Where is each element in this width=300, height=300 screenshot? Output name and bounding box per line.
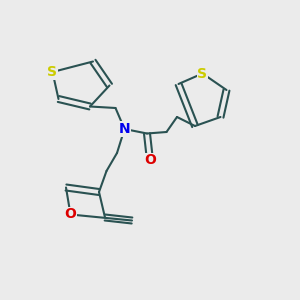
Text: N: N (119, 122, 130, 136)
Text: S: S (47, 65, 58, 79)
Text: S: S (197, 67, 208, 80)
Text: O: O (64, 208, 76, 221)
Text: O: O (144, 154, 156, 167)
